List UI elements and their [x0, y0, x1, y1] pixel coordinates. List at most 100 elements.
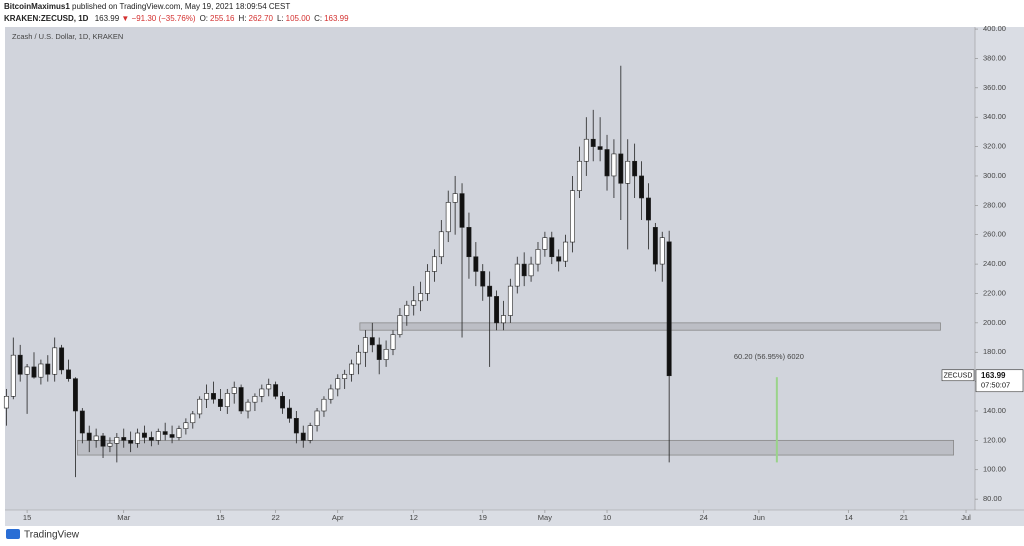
y-tick-label: 400.00 — [983, 24, 1006, 33]
y-tick-label: 100.00 — [983, 465, 1006, 474]
candle-body — [59, 347, 65, 371]
candle-body — [639, 175, 644, 199]
candle-body — [300, 432, 306, 441]
candle-body — [501, 315, 506, 324]
candle-body — [142, 432, 147, 438]
x-tick-label: 12 — [410, 513, 418, 522]
candle-body — [487, 285, 493, 297]
countdown: 07:50:07 — [981, 381, 1010, 390]
price: 163.99 — [95, 14, 120, 23]
candle-body — [10, 354, 16, 397]
candle-body — [521, 263, 527, 277]
y-tick-label: 220.00 — [983, 288, 1006, 297]
candle-body — [114, 437, 120, 444]
candle-body — [514, 263, 520, 287]
x-tick-label: 15 — [23, 513, 31, 522]
y-tick-label: 260.00 — [983, 230, 1006, 239]
ohlc-value: 105.00 — [286, 14, 311, 23]
candle-body — [238, 387, 244, 412]
footer-brand: TradingView — [24, 530, 80, 541]
candle-body — [128, 440, 134, 444]
header-line1: BitcoinMaximus1 published on TradingView… — [4, 2, 290, 11]
candle-body — [383, 348, 389, 360]
ohlc-label: H: — [239, 14, 247, 23]
candle-body — [418, 293, 424, 302]
y-tick-label: 360.00 — [983, 83, 1006, 92]
x-tick-label: Apr — [332, 513, 344, 522]
candle-body — [583, 138, 589, 162]
candle-body — [121, 437, 127, 441]
candle-body — [480, 271, 486, 287]
candle-body — [79, 410, 85, 434]
zone — [77, 439, 954, 456]
candle-body — [625, 160, 631, 184]
candle-body — [459, 193, 465, 228]
y-tick-label: 180.00 — [983, 347, 1006, 356]
candle-body — [528, 263, 534, 277]
candle-body — [563, 241, 569, 262]
y-tick-label: 200.00 — [983, 318, 1006, 327]
change: ▼ −91.30 (−35.76%) — [121, 14, 196, 23]
candle-body — [611, 153, 617, 177]
y-tick-label: 120.00 — [983, 435, 1006, 444]
y-tick-label: 240.00 — [983, 259, 1006, 268]
candle-body — [280, 396, 285, 409]
published: published on TradingView.com, May 19, 20… — [72, 2, 290, 11]
candle-body — [390, 334, 396, 350]
x-tick-label: 14 — [844, 513, 852, 522]
candle-body — [542, 237, 548, 250]
candle-body — [397, 315, 403, 335]
candle-body — [342, 373, 348, 379]
candle-body — [231, 387, 237, 394]
candle-body — [66, 369, 71, 379]
candle-body — [590, 138, 596, 147]
x-tick-label: 22 — [271, 513, 279, 522]
candle-body — [273, 384, 279, 397]
candle-body — [618, 153, 624, 184]
candle-body — [652, 227, 658, 265]
candle-body — [362, 337, 368, 353]
ohlc-value: 262.70 — [249, 14, 274, 23]
candle-body — [86, 432, 92, 441]
candle-body — [190, 413, 196, 424]
candle-body — [666, 241, 672, 377]
candle-body — [162, 431, 168, 435]
publisher: BitcoinMaximus1 — [4, 2, 70, 11]
x-tick-label: 24 — [700, 513, 708, 522]
candle-body — [425, 271, 430, 294]
candle-body — [24, 366, 30, 375]
candle-body — [211, 393, 216, 400]
candle-body — [507, 285, 513, 316]
candle-body — [204, 393, 210, 400]
candle-body — [93, 435, 99, 441]
candle-body — [473, 256, 479, 272]
candle-body — [494, 296, 499, 324]
candle-body — [148, 437, 154, 441]
y-tick-label: 320.00 — [983, 142, 1006, 151]
candle-body — [224, 393, 230, 407]
candle-body — [52, 347, 58, 375]
y-tick-label: 140.00 — [983, 406, 1006, 415]
candle-body — [100, 435, 106, 447]
candle-body — [576, 160, 582, 191]
candle-body — [570, 190, 575, 243]
chart-title: Zcash / U.S. Dollar, 1D, KRAKEN — [12, 32, 123, 41]
x-tick-label: Mar — [117, 513, 130, 522]
ohlc: O: 255.16 H: 262.70 L: 105.00 C: 163.99 — [200, 14, 350, 23]
price-tag — [975, 369, 1024, 393]
candle-body — [369, 337, 375, 346]
candle-body — [266, 384, 272, 390]
candle-body — [349, 363, 355, 375]
candle-body — [411, 300, 417, 306]
x-tick-label: 21 — [900, 513, 908, 522]
candle-body — [431, 256, 437, 272]
ohlc-value: 163.99 — [324, 14, 349, 23]
candle-body — [72, 378, 78, 412]
ohlc-label: O: — [200, 14, 208, 23]
candle-body — [155, 431, 161, 441]
candle-body — [31, 366, 37, 378]
candle-body — [404, 304, 410, 316]
candle-body — [438, 231, 444, 258]
candle-body — [217, 398, 223, 407]
